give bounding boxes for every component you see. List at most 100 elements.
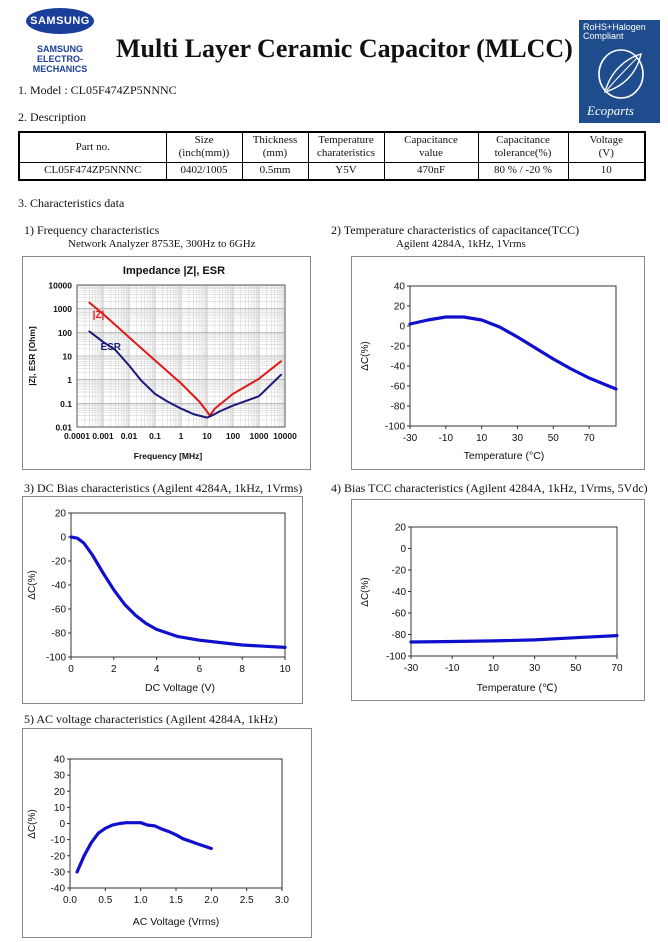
x-tick-label: 0: [68, 664, 74, 675]
x-tick-label: 70: [611, 663, 623, 674]
x-tick-label: 0.001: [92, 431, 114, 441]
cell-size: 0402/1005: [165, 161, 243, 181]
dcbias-caption: 3) DC Bias characteristics (Agilent 4284…: [24, 481, 303, 495]
x-tick-label: 8: [239, 664, 245, 675]
x-tick-label: 1.0: [134, 895, 148, 906]
y-axis-label: |Z|, ESR [Ohm]: [27, 326, 37, 386]
cell-voltage: 10: [567, 161, 646, 181]
x-tick-label: 0.5: [98, 895, 112, 906]
freq-chart-box: 0.0001 0.001 0.01 0.1 1 10 100 1000 10000 0.01 0.1…: [22, 256, 311, 470]
header-tolerance: Capacitance tolerance(%): [477, 131, 569, 163]
tcc-chart-box: -30 -10 10 30 50 70 40 20 0 -20 -40 -60 -80 -100 Tempe…: [351, 256, 645, 470]
y-tick-label: -100: [46, 653, 66, 664]
y-axis-label: ΔC(%): [360, 341, 371, 370]
leaf-icon: [598, 49, 644, 99]
freq-chart: 0.0001 0.001 0.01 0.1 1 10 100 1000 10000 0.01 0.1…: [27, 265, 297, 461]
model-line: 1. Model : CL05F474ZP5NNNC: [18, 83, 177, 97]
x-tick-label: 30: [529, 663, 541, 674]
series-line-0: [408, 315, 618, 391]
samsung-logo: SAMSUNG: [26, 8, 94, 34]
x-axis-label: Temperature (℃): [477, 682, 558, 694]
series-label-esr: ESR: [100, 342, 121, 353]
x-tick-label: 2: [111, 664, 117, 675]
y-axis-label: ΔC(%): [360, 577, 371, 606]
tcc-chart: -30 -10 10 30 50 70 40 20 0 -20 -40 -60 -80 -100 Tempe…: [360, 282, 618, 462]
ac-chart-box: 0.0 0.5 1.0 1.5 2.0 2.5 3.0 40 30 20 10 0 -10 -20 -30 -…: [22, 728, 312, 938]
x-tick-label: 4: [154, 664, 160, 675]
y-tick-label: -100: [385, 422, 405, 433]
x-tick-label: 30: [512, 433, 524, 444]
header-size: Size (inch(mm)): [165, 131, 243, 163]
x-tick-label: 1: [179, 431, 184, 441]
dcbias-chart: 0 2 4 6 8 10 20 0 -20 -40 -60 -80 -100 DC Voltage (V)…: [27, 509, 291, 695]
cell-thickness: 0.5mm: [241, 161, 309, 181]
series-line-z: [88, 301, 282, 417]
y-axis-label: ΔC(%): [27, 570, 38, 599]
x-tick-label: 0.0: [63, 895, 77, 906]
table-row: CL05F474ZP5NNNC 0402/1005 0.5mm Y5V 470n…: [18, 161, 646, 181]
series-label-z: |Z|: [93, 310, 105, 321]
y-tick-label: 10: [63, 352, 73, 362]
table-header-row: Part no. Size (inch(mm)) Thickness (mm) Te…: [18, 131, 646, 163]
plot-frame: [76, 284, 286, 428]
y-tick-label: 0.01: [55, 423, 72, 433]
series-line-esr: [88, 330, 282, 419]
y-tick-label: 20: [394, 302, 406, 313]
y-tick-label: -80: [391, 402, 406, 413]
y-tick-label: -80: [392, 630, 407, 641]
y-tick-label: 0: [399, 322, 405, 333]
freq-caption: 1) Frequency characteristics: [24, 223, 160, 237]
brand-sub-line-1: SAMSUNG: [36, 44, 83, 54]
description-heading: 2. Description: [18, 110, 86, 124]
y-tick-label: -40: [392, 587, 407, 598]
series-line-0: [409, 634, 619, 644]
cell-tolerance: 80 % / -20 %: [477, 161, 569, 181]
tcc-caption: 2) Temperature characteristics of capaci…: [331, 223, 580, 237]
x-tick-label: 3.0: [275, 895, 289, 906]
samsung-electro-mechanics-label: SAMSUNG ELECTRO-MECHANICS: [10, 44, 110, 74]
y-tick-label: 10: [54, 803, 66, 814]
dcbias-chart-box: 0 2 4 6 8 10 20 0 -20 -40 -60 -80 -100 DC Voltage (V)…: [22, 496, 303, 704]
y-tick-label: -10: [51, 835, 66, 846]
header-thickness: Thickness (mm): [241, 131, 309, 163]
ecoparts-badge: RoHS+Halogen Compliant Ecoparts: [579, 20, 660, 123]
x-tick-label: 1000: [250, 431, 269, 441]
y-tick-label: -60: [392, 609, 407, 620]
x-tick-label: -30: [403, 433, 418, 444]
plot-frame: [409, 285, 617, 427]
y-axis-label: ΔC(%): [27, 809, 38, 838]
x-tick-label: 6: [197, 664, 203, 675]
y-tick-label: -40: [51, 884, 66, 895]
biastcc-caption: 4) Bias TCC characteristics (Agilent 428…: [331, 481, 648, 495]
chart-title: Impedance |Z|, ESR: [123, 265, 225, 277]
series-line-0: [75, 821, 213, 874]
header-part-no: Part no.: [18, 131, 167, 163]
ecoparts-label: Ecoparts: [587, 103, 634, 118]
x-tick-label: -30: [404, 663, 419, 674]
cell-part-no: CL05F474ZP5NNNC: [18, 161, 167, 181]
x-axis-label: DC Voltage (V): [145, 682, 215, 694]
y-tick-label: 0.1: [60, 399, 72, 409]
y-tick-label: -60: [391, 382, 406, 393]
y-tick-label: 0: [60, 533, 66, 544]
y-tick-label: -20: [52, 557, 67, 568]
ac-chart: 0.0 0.5 1.0 1.5 2.0 2.5 3.0 40 30 20 10 0 -10 -20 -30 -…: [27, 755, 289, 929]
x-tick-label: 10: [476, 433, 488, 444]
y-tick-label: 0: [59, 819, 65, 830]
y-tick-label: 40: [394, 282, 406, 293]
y-tick-label: -30: [51, 867, 66, 878]
x-tick-label: 50: [570, 663, 582, 674]
x-tick-label: 10000: [273, 431, 297, 441]
badge-line-1: RoHS+Halogen: [583, 22, 646, 32]
y-tick-label: 0: [400, 544, 406, 555]
y-tick-label: 10000: [48, 281, 72, 291]
freq-subcaption: Network Analyzer 8753E, 300Hz to 6GHz: [68, 238, 256, 250]
x-tick-label: 2.5: [240, 895, 254, 906]
x-tick-label: 10: [488, 663, 500, 674]
x-tick-label: 0.0001: [64, 431, 90, 441]
y-tick-label: 20: [395, 523, 407, 534]
x-tick-label: 2.0: [204, 895, 218, 906]
characteristics-heading: 3. Characteristics data: [18, 196, 125, 210]
cell-capacitance: 470nF: [383, 161, 479, 181]
x-tick-label: 70: [584, 433, 596, 444]
